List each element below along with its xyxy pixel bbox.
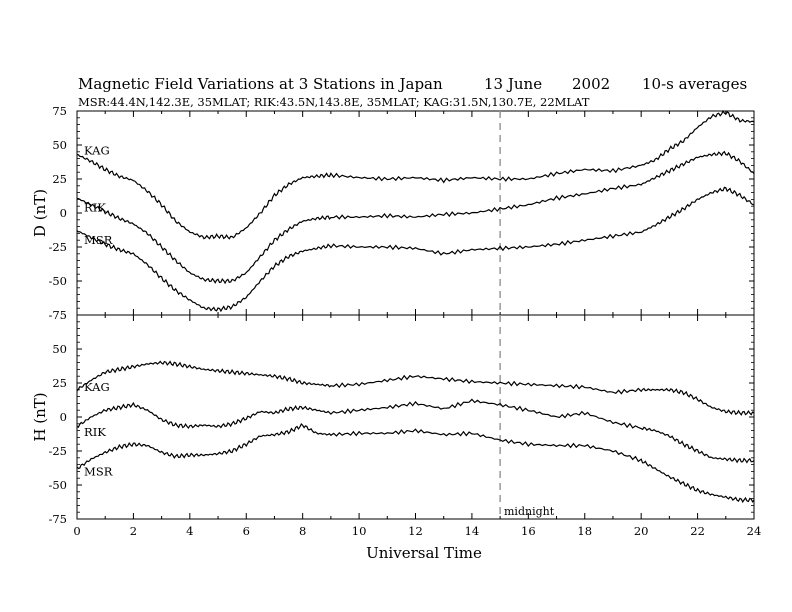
plot-layer: 75 50 25 0 -25 -50 -75 D (nT) KAG RIK MSR 50 25 0 -25 -… [31, 104, 761, 538]
series-label-kag: KAG [84, 380, 110, 394]
x-tick-label: 2 [130, 524, 137, 538]
y-tick-label: 50 [52, 138, 67, 152]
x-tick-label: 12 [408, 524, 423, 538]
x-tick-label: 24 [747, 524, 762, 538]
y-tick-label: -50 [48, 274, 67, 288]
series-label-rik: RIK [84, 425, 106, 439]
panel-frame [76, 314, 755, 520]
x-tick-label: 14 [465, 524, 480, 538]
series-line-msr [76, 186, 755, 313]
x-tick-label: 20 [634, 524, 649, 538]
series-line-msr [76, 422, 755, 504]
series-label-msr: MSR [84, 233, 113, 247]
series-label-msr: MSR [84, 464, 113, 478]
y-tick-label: 0 [60, 410, 67, 424]
series-line-rik [76, 398, 755, 464]
x-tick-label: 16 [521, 524, 536, 538]
series-line-rik [76, 150, 755, 285]
y-axis-label: D (nT) [31, 189, 49, 237]
x-axis-label: Universal Time [366, 544, 482, 562]
x-tick-label: 4 [186, 524, 193, 538]
y-tick-label: -25 [48, 444, 67, 458]
series-line-kag [76, 360, 755, 416]
x-tick-label: 22 [690, 524, 705, 538]
x-tick-label: 6 [243, 524, 250, 538]
panel-frame [76, 110, 755, 316]
y-tick-label: 50 [52, 342, 67, 356]
x-tick-label: 8 [299, 524, 306, 538]
series-label-kag: KAG [84, 143, 110, 157]
y-tick-label: 0 [60, 206, 67, 220]
y-tick-label: -75 [48, 308, 67, 322]
y-tick-label: 25 [52, 376, 67, 390]
panel-d: 75 50 25 0 -25 -50 -75 D (nT) KAG RIK MSR [31, 104, 755, 322]
x-tick-label: 0 [73, 524, 80, 538]
series-line-kag [76, 110, 755, 240]
y-axis-label: H (nT) [31, 392, 49, 441]
chart-date: 13 June [484, 75, 542, 93]
x-tick-label: 10 [352, 524, 367, 538]
chart-title: Magnetic Field Variations at 3 Stations … [78, 75, 443, 93]
y-tick-label: 75 [52, 104, 67, 118]
x-tick-label: 18 [577, 524, 592, 538]
series-label-rik: RIK [84, 201, 106, 215]
y-tick-label: -75 [48, 512, 67, 526]
chart-year: 2002 [572, 75, 610, 93]
y-tick-label: -25 [48, 240, 67, 254]
chart-subtitle: MSR:44.4N,142.3E, 35MLAT; RIK:43.5N,143.… [78, 95, 590, 109]
chart-averaging: 10-s averages [642, 75, 747, 93]
y-tick-label: -50 [48, 478, 67, 492]
midnight-label: midnight [504, 505, 555, 518]
y-tick-label: 25 [52, 172, 67, 186]
